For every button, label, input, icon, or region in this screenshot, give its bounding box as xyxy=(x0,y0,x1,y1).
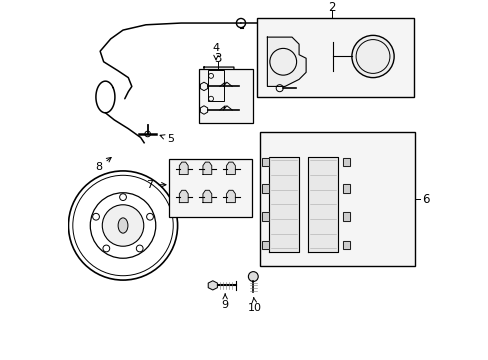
Circle shape xyxy=(102,205,143,246)
Bar xyxy=(168,159,251,217)
Polygon shape xyxy=(343,184,349,193)
Ellipse shape xyxy=(118,218,128,233)
Polygon shape xyxy=(179,190,188,203)
Polygon shape xyxy=(262,158,268,166)
Polygon shape xyxy=(262,212,268,221)
Text: 2: 2 xyxy=(327,1,335,14)
Bar xyxy=(262,158,268,166)
Polygon shape xyxy=(208,281,217,290)
Text: 9: 9 xyxy=(221,294,228,310)
Polygon shape xyxy=(262,184,268,193)
Circle shape xyxy=(351,35,393,78)
Bar xyxy=(262,240,268,249)
Text: 10: 10 xyxy=(247,298,262,313)
Polygon shape xyxy=(262,240,268,249)
Bar xyxy=(343,240,349,249)
Polygon shape xyxy=(343,212,349,221)
Polygon shape xyxy=(343,240,349,249)
Bar xyxy=(343,184,349,193)
Text: 4: 4 xyxy=(212,43,219,60)
Polygon shape xyxy=(179,162,188,175)
Bar xyxy=(198,69,253,123)
Polygon shape xyxy=(268,157,299,252)
Polygon shape xyxy=(203,190,211,203)
Bar xyxy=(262,184,268,193)
Polygon shape xyxy=(226,162,235,175)
Bar xyxy=(343,158,349,166)
Polygon shape xyxy=(267,37,305,86)
Text: 8: 8 xyxy=(95,157,111,172)
Bar xyxy=(262,212,268,221)
Bar xyxy=(260,132,414,266)
Bar xyxy=(207,70,224,100)
Text: 1: 1 xyxy=(0,359,1,360)
Text: 5: 5 xyxy=(160,134,174,144)
Polygon shape xyxy=(226,190,235,203)
Bar xyxy=(256,18,413,97)
Polygon shape xyxy=(203,162,211,175)
Text: 7: 7 xyxy=(145,180,165,190)
Bar xyxy=(343,212,349,221)
Text: 6: 6 xyxy=(421,193,429,206)
Polygon shape xyxy=(343,158,349,166)
Text: 3: 3 xyxy=(214,52,221,65)
Polygon shape xyxy=(307,157,337,252)
Circle shape xyxy=(248,272,258,282)
